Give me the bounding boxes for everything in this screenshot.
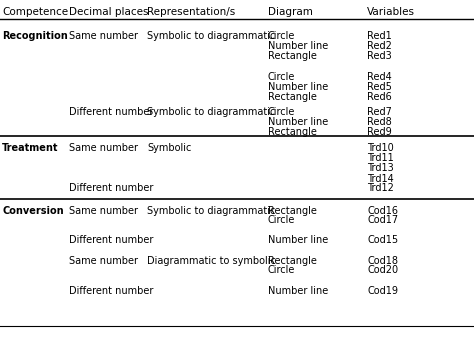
Text: Circle: Circle [268, 265, 295, 275]
Text: Circle: Circle [268, 215, 295, 225]
Text: Cod16: Cod16 [367, 206, 398, 216]
Text: Cod20: Cod20 [367, 265, 399, 275]
Text: Same number: Same number [69, 206, 138, 216]
Text: Number line: Number line [268, 41, 328, 51]
Text: Same number: Same number [69, 31, 138, 41]
Text: Circle: Circle [268, 71, 295, 82]
Text: Number line: Number line [268, 235, 328, 245]
Text: Different number: Different number [69, 107, 153, 117]
Text: Different number: Different number [69, 235, 153, 245]
Text: Competence: Competence [2, 7, 69, 17]
Text: Trd10: Trd10 [367, 143, 394, 153]
Text: Rectangle: Rectangle [268, 126, 317, 137]
Text: Variables: Variables [367, 7, 415, 17]
Text: Red8: Red8 [367, 117, 392, 128]
Text: Symbolic: Symbolic [147, 143, 191, 153]
Text: Cod15: Cod15 [367, 235, 399, 245]
Text: Red1: Red1 [367, 31, 392, 41]
Text: Representation/s: Representation/s [147, 7, 235, 17]
Text: Trd13: Trd13 [367, 163, 394, 173]
Text: Number line: Number line [268, 117, 328, 128]
Text: Trd14: Trd14 [367, 173, 394, 184]
Text: Red9: Red9 [367, 126, 392, 137]
Text: Diagram: Diagram [268, 7, 313, 17]
Text: Treatment: Treatment [2, 143, 59, 153]
Text: Cod18: Cod18 [367, 256, 398, 266]
Text: Symbolic to diagrammatic: Symbolic to diagrammatic [147, 206, 275, 216]
Text: Symbolic to diagrammatic: Symbolic to diagrammatic [147, 107, 275, 117]
Text: Conversion: Conversion [2, 206, 64, 216]
Text: Red4: Red4 [367, 71, 392, 82]
Text: Number line: Number line [268, 286, 328, 296]
Text: Red5: Red5 [367, 82, 392, 92]
Text: Rectangle: Rectangle [268, 51, 317, 61]
Text: Decimal places: Decimal places [69, 7, 148, 17]
Text: Cod19: Cod19 [367, 286, 398, 296]
Text: Red3: Red3 [367, 51, 392, 61]
Text: Different number: Different number [69, 286, 153, 296]
Text: Circle: Circle [268, 31, 295, 41]
Text: Circle: Circle [268, 107, 295, 117]
Text: Red6: Red6 [367, 92, 392, 102]
Text: Trd12: Trd12 [367, 183, 394, 193]
Text: Symbolic to diagrammatic: Symbolic to diagrammatic [147, 31, 275, 41]
Text: Different number: Different number [69, 183, 153, 193]
Text: Same number: Same number [69, 143, 138, 153]
Text: Red2: Red2 [367, 41, 392, 51]
Text: Rectangle: Rectangle [268, 92, 317, 102]
Text: Cod17: Cod17 [367, 215, 399, 225]
Text: Trd11: Trd11 [367, 153, 394, 163]
Text: Same number: Same number [69, 256, 138, 266]
Text: Recognition: Recognition [2, 31, 68, 41]
Text: Rectangle: Rectangle [268, 206, 317, 216]
Text: Number line: Number line [268, 82, 328, 92]
Text: Rectangle: Rectangle [268, 256, 317, 266]
Text: Diagrammatic to symbolic: Diagrammatic to symbolic [147, 256, 276, 266]
Text: Red7: Red7 [367, 107, 392, 117]
